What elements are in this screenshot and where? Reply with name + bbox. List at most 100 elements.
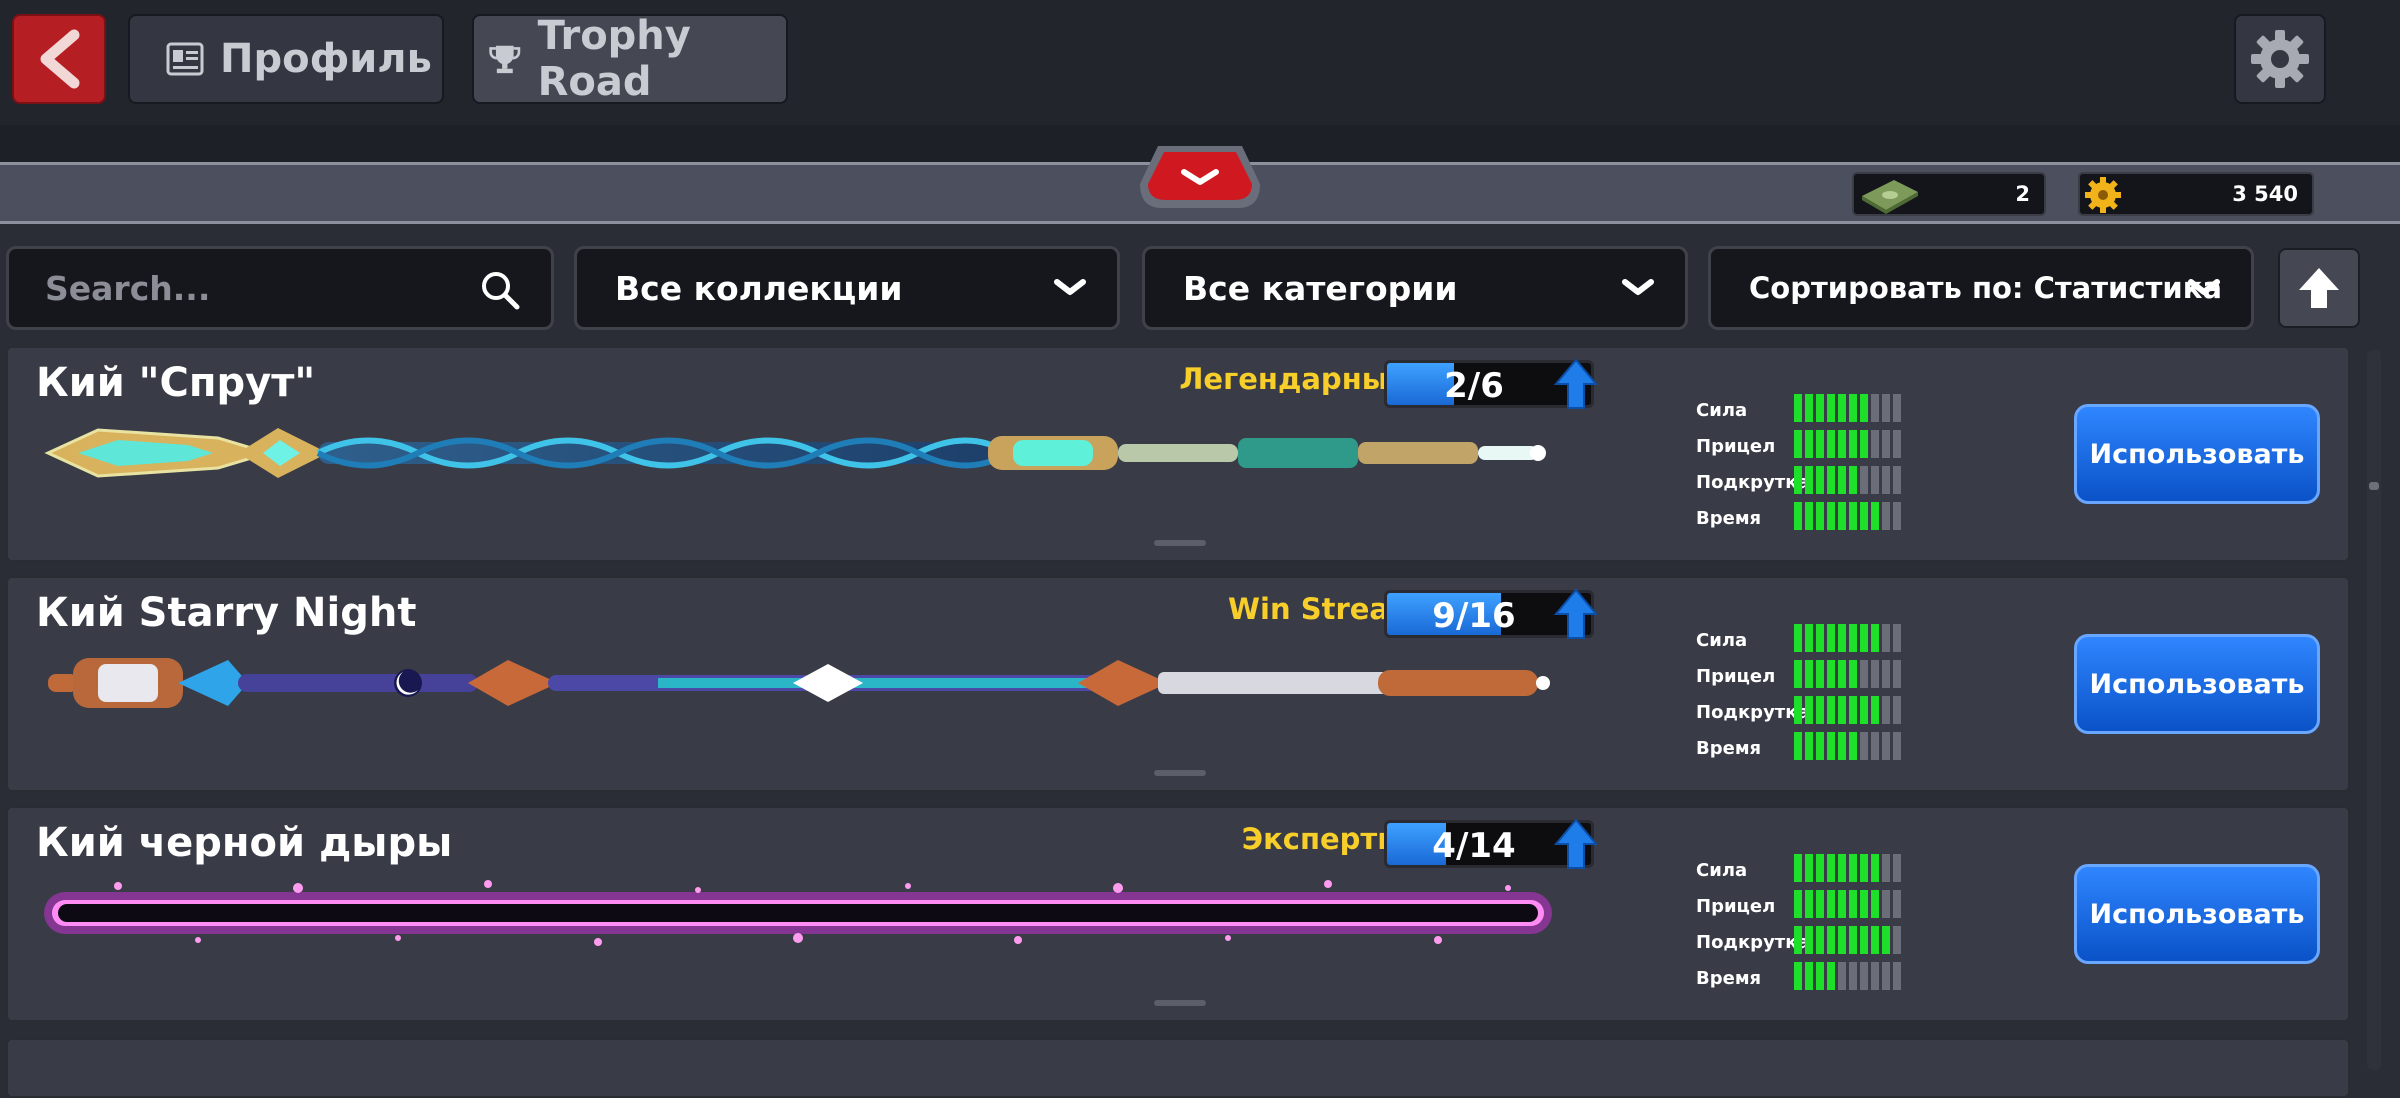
use-cue-button[interactable]: Использовать bbox=[2074, 864, 2320, 964]
back-button[interactable] bbox=[12, 14, 106, 104]
stat-bar-segment bbox=[1827, 394, 1835, 422]
stat-bar-segment bbox=[1893, 962, 1901, 990]
stat-bar-segment bbox=[1794, 624, 1802, 652]
scrollbar-track[interactable] bbox=[2367, 350, 2381, 1070]
stat-bar bbox=[1794, 732, 1904, 760]
stat-bar-segment bbox=[1816, 890, 1824, 918]
cue-card-partial bbox=[6, 1038, 2350, 1098]
upgrade-arrow-icon[interactable] bbox=[1554, 358, 1598, 410]
stat-bar-segment bbox=[1805, 430, 1813, 458]
expand-handle[interactable] bbox=[1154, 540, 1206, 546]
cue-card[interactable]: Кий "Спрут" Легендарный Уровень 3 2/6 bbox=[6, 346, 2350, 562]
coin-amount: 3 540 bbox=[2232, 182, 2298, 206]
tab-trophy-road[interactable]: Trophy Road bbox=[472, 13, 788, 105]
stat-bar-segment bbox=[1849, 430, 1857, 458]
stat-bar-segment bbox=[1838, 394, 1846, 422]
stat-bar-segment bbox=[1849, 502, 1857, 530]
upgrade-arrow-icon[interactable] bbox=[1554, 588, 1598, 640]
stat-label: Время bbox=[1696, 508, 1762, 529]
stat-bar-segment bbox=[1794, 696, 1802, 724]
stat-bar-segment bbox=[1871, 732, 1879, 760]
stat-label: Подкрутка bbox=[1696, 472, 1810, 493]
stat-bar-segment bbox=[1871, 890, 1879, 918]
stat-bar-segment bbox=[1882, 732, 1890, 760]
stat-bar-segment bbox=[1893, 466, 1901, 494]
cue-rarity: Win Streak bbox=[1228, 592, 1409, 626]
coin-icon bbox=[2085, 177, 2121, 213]
tab-profile[interactable]: Профиль bbox=[128, 14, 444, 104]
coin-balance: 3 540 bbox=[2078, 172, 2314, 216]
settings-button[interactable] bbox=[2234, 14, 2326, 104]
expand-handle[interactable] bbox=[1154, 770, 1206, 776]
chevron-down-icon bbox=[1181, 169, 1219, 185]
stat-bar-segment bbox=[1816, 732, 1824, 760]
stat-bar-segment bbox=[1816, 394, 1824, 422]
stat-label: Прицел bbox=[1696, 436, 1776, 457]
stat-bar-segment bbox=[1860, 732, 1868, 760]
use-cue-button[interactable]: Использовать bbox=[2074, 634, 2320, 734]
collections-dropdown[interactable]: Все коллекции bbox=[574, 246, 1120, 330]
stat-bar-segment bbox=[1805, 890, 1813, 918]
stat-bar-segment bbox=[1838, 926, 1846, 954]
stat-bar-segment bbox=[1794, 854, 1802, 882]
level-progress-text: 2/6 bbox=[1444, 366, 1504, 406]
stat-bar-segment bbox=[1805, 962, 1813, 990]
stat-bar-segment bbox=[1827, 624, 1835, 652]
stat-bar-segment bbox=[1882, 962, 1890, 990]
stat-bar-segment bbox=[1882, 502, 1890, 530]
level-progress-fill bbox=[1387, 823, 1447, 865]
stat-bar-segment bbox=[1849, 926, 1857, 954]
stat-bar-segment bbox=[1794, 502, 1802, 530]
stat-bar-segment bbox=[1805, 624, 1813, 652]
stat-bar-segment bbox=[1827, 660, 1835, 688]
stat-bar bbox=[1794, 854, 1904, 882]
cue-card[interactable]: Кий черной дыры Экспертн. Уровень 3 4/14 bbox=[6, 806, 2350, 1022]
use-cue-button[interactable]: Использовать bbox=[2074, 404, 2320, 504]
stat-bar-segment bbox=[1838, 466, 1846, 494]
sort-direction-button[interactable] bbox=[2278, 248, 2360, 328]
stat-bar-segment bbox=[1882, 624, 1890, 652]
stat-bar-segment bbox=[1882, 394, 1890, 422]
stat-bar-segment bbox=[1860, 624, 1868, 652]
tab-profile-label: Профиль bbox=[220, 36, 432, 82]
stat-bar-segment bbox=[1827, 962, 1835, 990]
stat-bar-segment bbox=[1871, 854, 1879, 882]
stat-bar-segment bbox=[1871, 660, 1879, 688]
sort-dropdown[interactable]: Сортировать по: Статистика bbox=[1708, 246, 2254, 330]
stat-bar-segment bbox=[1794, 660, 1802, 688]
scrollbar-thumb[interactable] bbox=[2369, 482, 2379, 490]
upgrade-arrow-icon[interactable] bbox=[1554, 818, 1598, 870]
expand-handle[interactable] bbox=[1154, 1000, 1206, 1006]
stat-bar-segment bbox=[1893, 890, 1901, 918]
stat-label: Сила bbox=[1696, 400, 1748, 421]
stat-bar-segment bbox=[1838, 430, 1846, 458]
stat-bar-segment bbox=[1849, 890, 1857, 918]
stat-bar-segment bbox=[1860, 660, 1868, 688]
stat-bar-segment bbox=[1827, 890, 1835, 918]
cue-card[interactable]: Кий Starry Night Win Streak Уровень 8 9/… bbox=[6, 576, 2350, 792]
search-placeholder: Search... bbox=[45, 268, 211, 308]
stat-bar bbox=[1794, 430, 1904, 458]
stat-bar bbox=[1794, 890, 1904, 918]
cash-amount: 2 bbox=[2015, 182, 2030, 206]
cue-name: Кий "Спрут" bbox=[36, 360, 316, 406]
chevron-down-icon bbox=[1622, 279, 1654, 295]
stat-bar-segment bbox=[1871, 962, 1879, 990]
categories-dropdown[interactable]: Все категории bbox=[1142, 246, 1688, 330]
stat-bar-segment bbox=[1849, 962, 1857, 990]
level-progress-text: 9/16 bbox=[1432, 596, 1516, 636]
stat-label: Прицел bbox=[1696, 666, 1776, 687]
stat-bar-segment bbox=[1827, 926, 1835, 954]
stat-bar-segment bbox=[1794, 962, 1802, 990]
stat-bar-segment bbox=[1849, 624, 1857, 652]
stat-bar-segment bbox=[1849, 696, 1857, 724]
level-progress-text: 4/14 bbox=[1432, 826, 1516, 866]
stat-label: Сила bbox=[1696, 630, 1748, 651]
search-icon[interactable] bbox=[479, 269, 521, 311]
stat-bar-segment bbox=[1805, 660, 1813, 688]
collapse-toggle-button[interactable] bbox=[1138, 138, 1262, 212]
stat-bar-segment bbox=[1838, 660, 1846, 688]
stat-bar-segment bbox=[1893, 926, 1901, 954]
search-input[interactable]: Search... bbox=[6, 246, 554, 330]
cash-icon bbox=[1862, 180, 1918, 214]
